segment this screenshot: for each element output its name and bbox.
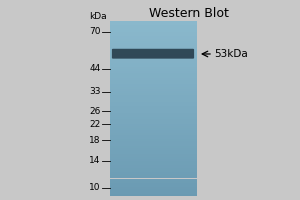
- Bar: [110, 36, 196, 38]
- Bar: [110, 115, 196, 117]
- Bar: [110, 168, 196, 170]
- Bar: [110, 93, 196, 95]
- Bar: [110, 178, 196, 181]
- Bar: [110, 41, 196, 43]
- Bar: [110, 183, 196, 185]
- Bar: [110, 43, 196, 45]
- Bar: [110, 78, 196, 80]
- Bar: [110, 98, 196, 100]
- Text: 53kDa: 53kDa: [214, 49, 248, 59]
- Bar: [110, 32, 196, 34]
- Bar: [110, 126, 196, 128]
- Bar: [110, 133, 196, 135]
- Bar: [110, 69, 196, 71]
- Bar: [110, 80, 196, 82]
- Bar: [110, 194, 196, 196]
- FancyBboxPatch shape: [112, 49, 194, 59]
- Bar: [110, 91, 196, 93]
- Bar: [110, 172, 196, 174]
- Bar: [110, 60, 196, 63]
- Bar: [110, 38, 196, 41]
- Bar: [110, 141, 196, 143]
- Bar: [110, 148, 196, 150]
- Bar: [110, 54, 196, 56]
- Bar: [110, 137, 196, 139]
- Bar: [110, 34, 196, 36]
- Text: 22: 22: [89, 120, 100, 129]
- Bar: [110, 154, 196, 157]
- Bar: [110, 106, 196, 108]
- Bar: [110, 111, 196, 113]
- Bar: [110, 95, 196, 98]
- Bar: [110, 176, 196, 178]
- Bar: [110, 21, 196, 23]
- Bar: [110, 65, 196, 67]
- Bar: [110, 76, 196, 78]
- Bar: [110, 84, 196, 87]
- Bar: [110, 163, 196, 165]
- Bar: [110, 135, 196, 137]
- Bar: [110, 187, 196, 189]
- Bar: [110, 181, 196, 183]
- Bar: [110, 52, 196, 54]
- Text: 33: 33: [89, 87, 100, 96]
- Bar: [110, 152, 196, 154]
- Bar: [110, 87, 196, 89]
- Bar: [110, 185, 196, 187]
- Bar: [110, 113, 196, 115]
- Bar: [110, 122, 196, 124]
- Bar: [110, 63, 196, 65]
- Bar: [110, 108, 196, 111]
- Text: 14: 14: [89, 156, 100, 165]
- Bar: [110, 150, 196, 152]
- Bar: [110, 28, 196, 30]
- Bar: [110, 124, 196, 126]
- Bar: [110, 73, 196, 76]
- Bar: [110, 45, 196, 47]
- Bar: [110, 30, 196, 32]
- Bar: [110, 23, 196, 25]
- Text: 26: 26: [89, 107, 100, 116]
- Bar: [110, 56, 196, 58]
- Text: 70: 70: [89, 27, 100, 36]
- Bar: [110, 146, 196, 148]
- Bar: [110, 100, 196, 102]
- Bar: [110, 128, 196, 130]
- Bar: [110, 165, 196, 168]
- Bar: [110, 139, 196, 141]
- Bar: [110, 157, 196, 159]
- Text: kDa: kDa: [89, 12, 106, 21]
- Bar: [110, 117, 196, 119]
- Bar: [110, 159, 196, 161]
- Bar: [110, 67, 196, 69]
- Bar: [110, 104, 196, 106]
- Bar: [110, 58, 196, 60]
- Bar: [110, 25, 196, 28]
- Text: 10: 10: [89, 183, 100, 192]
- Bar: [110, 102, 196, 104]
- Text: 18: 18: [89, 136, 100, 145]
- Text: Western Blot: Western Blot: [149, 7, 229, 20]
- Bar: [110, 143, 196, 146]
- Bar: [110, 82, 196, 84]
- Bar: [110, 71, 196, 73]
- Bar: [110, 47, 196, 49]
- Bar: [110, 130, 196, 133]
- Bar: [110, 189, 196, 192]
- Text: 44: 44: [89, 64, 100, 73]
- Bar: [110, 119, 196, 122]
- Bar: [110, 174, 196, 176]
- Bar: [110, 170, 196, 172]
- Bar: [110, 161, 196, 163]
- Bar: [110, 89, 196, 91]
- Bar: [110, 192, 196, 194]
- Bar: [110, 49, 196, 52]
